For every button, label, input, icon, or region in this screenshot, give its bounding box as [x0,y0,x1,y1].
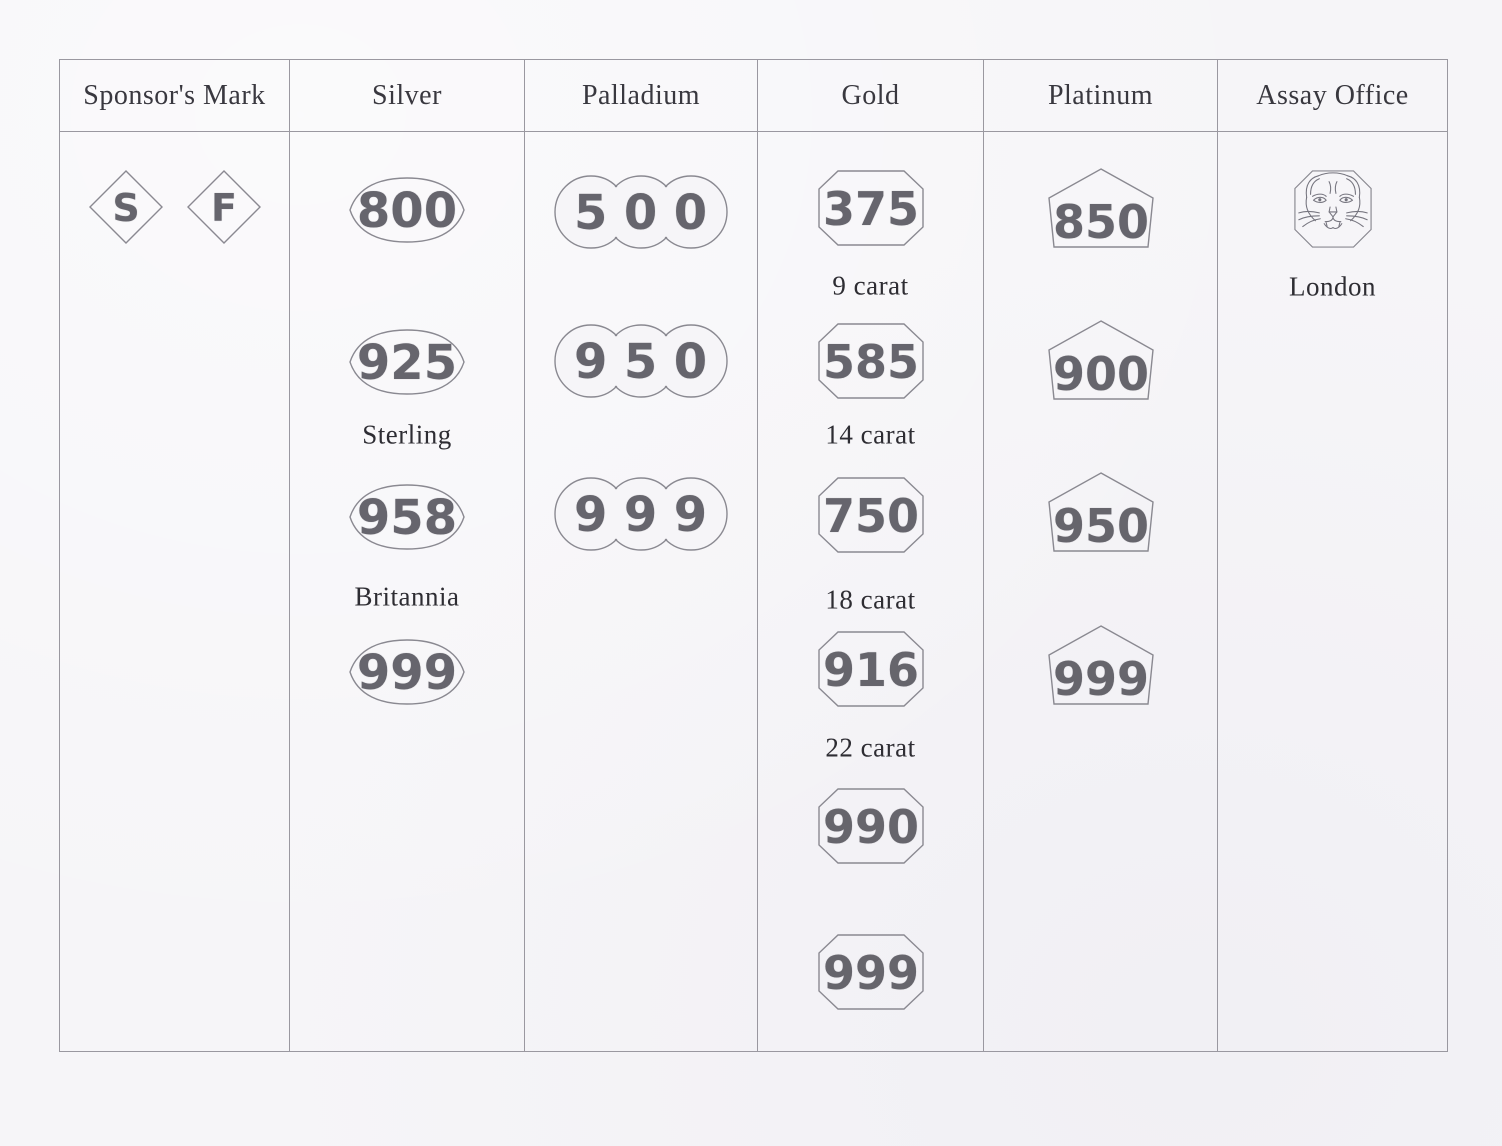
silver-caption-britannia: Britannia [354,581,460,612]
column-body-silver: 800 925 Sterling 958 Britannia [290,132,524,1051]
column-body-gold: 375 9 carat 585 14 carat 750 18 carat [758,132,983,1051]
gold-caption-9-carat: 9 carat [832,270,909,301]
fineness-digits: 999 [1052,652,1148,706]
fineness-digits: 800 [357,183,457,239]
platinum-mark-999: 999 [1046,623,1156,707]
column-assay-office: Assay Office [1217,60,1447,1051]
fineness-digits: 900 [1052,347,1148,401]
sponsor-initial-f: F [211,186,237,230]
diamond-mark-f: F [186,170,261,244]
column-platinum: Platinum 850 900 950 [983,60,1217,1051]
gold-caption-22-carat: 22 carat [825,732,916,763]
column-header-silver: Silver [290,60,524,132]
fineness-digits: 916 [822,643,918,697]
gold-mark-585: 585 [816,321,926,401]
gold-mark-990: 990 [816,786,926,866]
fineness-digits: 999 [357,645,457,701]
fineness-digits: 950 [574,334,724,390]
silver-caption-sterling: Sterling [362,419,452,450]
platinum-mark-900: 900 [1046,318,1156,402]
fineness-digits: 925 [357,335,457,391]
leopard-head-icon [1293,170,1372,248]
silver-mark-925: 925 [347,325,467,399]
column-body-palladium: 500 950 999 [525,132,757,1051]
fineness-digits: 375 [822,182,918,236]
gold-mark-375: 375 [816,168,926,248]
sponsors-mark-group: S F [87,168,263,246]
silver-mark-999: 999 [347,635,467,709]
column-palladium: Palladium 500 950 9 [524,60,757,1051]
gold-caption-14-carat: 14 carat [825,419,916,450]
column-header-gold: Gold [758,60,983,132]
column-body-assay-office: London [1218,132,1447,1051]
column-header-palladium: Palladium [525,60,757,132]
diamond-mark-s: S [88,170,163,244]
gold-mark-750: 750 [816,475,926,555]
fineness-digits: 999 [822,946,918,1000]
fineness-digits: 850 [1052,195,1148,249]
platinum-mark-850: 850 [1046,166,1156,250]
column-header-sponsors-mark: Sponsor's Mark [60,60,289,132]
column-body-platinum: 850 900 950 999 [984,132,1217,1051]
fineness-digits: 950 [1052,499,1148,553]
fineness-digits: 958 [357,490,457,546]
silver-mark-800: 800 [347,173,467,247]
fineness-digits: 990 [822,800,918,854]
fineness-digits: 750 [822,489,918,543]
silver-mark-958: 958 [347,480,467,554]
gold-mark-916: 916 [816,629,926,709]
column-body-sponsors-mark: S F [60,132,289,1051]
platinum-mark-950: 950 [1046,470,1156,554]
column-header-platinum: Platinum [984,60,1217,132]
fineness-digits: 585 [822,335,918,389]
assay-caption-london: London [1289,271,1376,302]
palladium-mark-950: 950 [552,321,730,401]
column-silver: Silver 800 925 Sterling 958 [289,60,524,1051]
sponsor-initial-s: S [112,186,139,230]
hallmark-table: Sponsor's Mark S F Silver 800 [59,59,1448,1052]
london-assay-mark [1292,168,1374,250]
gold-caption-18-carat: 18 carat [825,584,916,615]
palladium-mark-500: 500 [552,172,730,252]
gold-mark-999: 999 [816,932,926,1012]
palladium-mark-999: 999 [552,474,730,554]
fineness-digits: 500 [574,185,724,241]
column-header-assay-office: Assay Office [1218,60,1447,132]
column-sponsors-mark: Sponsor's Mark S F [60,60,289,1051]
fineness-digits: 999 [574,487,724,543]
column-gold: Gold 375 9 carat 585 14 carat 750 [757,60,983,1051]
